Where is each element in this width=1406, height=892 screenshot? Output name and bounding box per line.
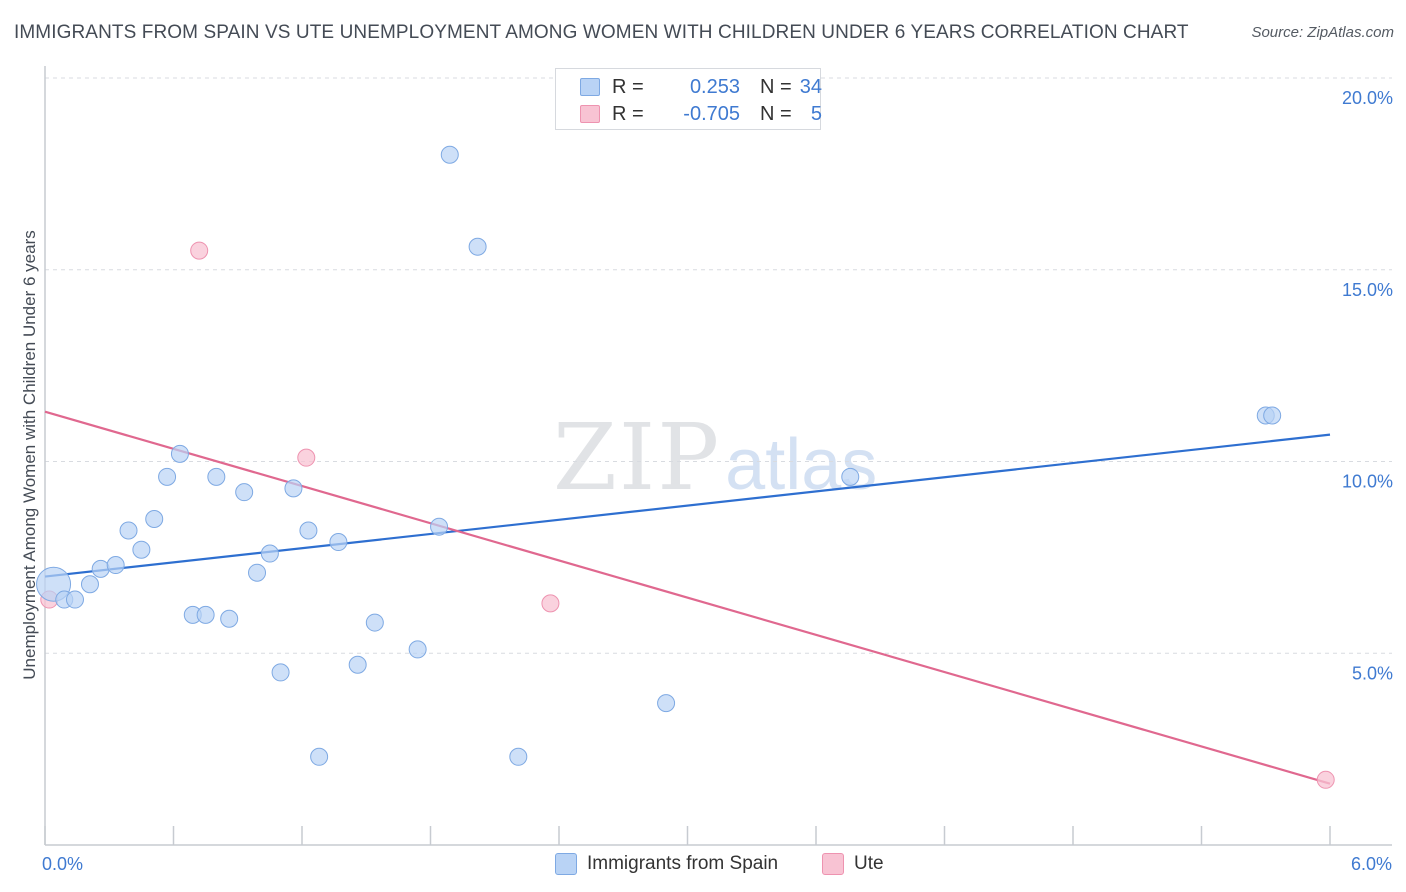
spain-point[interactable] [248, 563, 267, 582]
legend-r-value: -0.705 [683, 103, 740, 125]
ute-point[interactable] [1316, 770, 1335, 789]
x-tick-label: 6.0% [1351, 854, 1392, 874]
y-tick-label: 20.0% [1342, 88, 1393, 108]
legend-swatch-spain [555, 853, 577, 875]
spain-point[interactable] [106, 556, 125, 575]
spain-point[interactable] [271, 663, 290, 682]
spain-point[interactable] [91, 559, 110, 578]
chart-title: IMMIGRANTS FROM SPAIN VS UTE UNEMPLOYMEN… [14, 22, 1189, 43]
legend-swatch-ute [580, 105, 600, 123]
series-legend-label: Immigrants from Spain [587, 853, 779, 874]
spain-point[interactable] [132, 540, 151, 559]
y-tick-label: 10.0% [1342, 472, 1393, 492]
tick-label-layer: 5.0% 10.0% 15.0% 20.0% 0.0% 6.0% [42, 88, 1393, 874]
watermark-zip: ZIP [553, 404, 722, 511]
spain-trendline [44, 433, 1331, 578]
spain-point[interactable] [220, 609, 239, 628]
legend-n-value: 34 [799, 76, 822, 98]
watermark-atlas: atlas [725, 425, 878, 505]
y-tick-label: 5.0% [1352, 663, 1393, 683]
spain-point[interactable] [207, 467, 226, 486]
spain-point[interactable] [65, 590, 84, 609]
legend-swatch-spain [580, 78, 600, 96]
spain-point[interactable] [430, 517, 449, 536]
spain-point[interactable] [260, 544, 279, 563]
spain-point[interactable] [299, 521, 318, 540]
spain-point[interactable] [329, 533, 348, 552]
spain-point[interactable] [145, 510, 164, 529]
spain-point[interactable] [119, 521, 138, 540]
x-tick-label: 0.0% [42, 854, 83, 874]
y-tick-label: 15.0% [1342, 280, 1393, 300]
source-credit: Source: ZipAtlas.com [1251, 24, 1394, 41]
ute-trendline [44, 410, 1331, 785]
spain-point[interactable] [468, 237, 487, 256]
legend-n-value: 5 [810, 103, 822, 125]
spain-point[interactable] [657, 694, 676, 713]
legend-n-label: N = [760, 76, 792, 98]
spain-point[interactable] [348, 655, 367, 674]
spain-point[interactable] [170, 444, 189, 463]
ute-point[interactable] [190, 241, 209, 260]
series-legend-label: Ute [854, 853, 884, 874]
watermark: ZIPatlas [553, 404, 877, 511]
spain-point[interactable] [80, 575, 99, 594]
y-axis-label: Unemployment Among Women with Children U… [20, 230, 39, 679]
ute-point[interactable] [541, 594, 560, 613]
point-layer [36, 145, 1335, 789]
spain-point[interactable] [841, 467, 860, 486]
spain-point[interactable] [365, 613, 384, 632]
spain-point[interactable] [284, 479, 303, 498]
spain-point[interactable] [1263, 406, 1282, 425]
spain-point[interactable] [235, 483, 254, 502]
spain-point[interactable] [509, 747, 528, 766]
legend-r-value: 0.253 [689, 76, 740, 98]
legend-r-label: R = [612, 76, 644, 98]
spain-point[interactable] [158, 467, 177, 486]
axis-layer [44, 66, 1392, 846]
spain-point[interactable] [196, 605, 215, 624]
grid-layer [45, 77, 1392, 654]
ute-point[interactable] [297, 448, 316, 467]
spain-point[interactable] [440, 145, 459, 164]
spain-point[interactable] [310, 747, 329, 766]
correlation-legend: R = 0.253 N = 34 R = -0.705 N = 5 [555, 68, 822, 130]
spain-point[interactable] [408, 640, 427, 659]
legend-swatch-ute [822, 853, 844, 875]
legend-n-label: N = [760, 103, 792, 125]
legend-r-label: R = [612, 103, 644, 125]
trendline-layer [44, 410, 1331, 785]
